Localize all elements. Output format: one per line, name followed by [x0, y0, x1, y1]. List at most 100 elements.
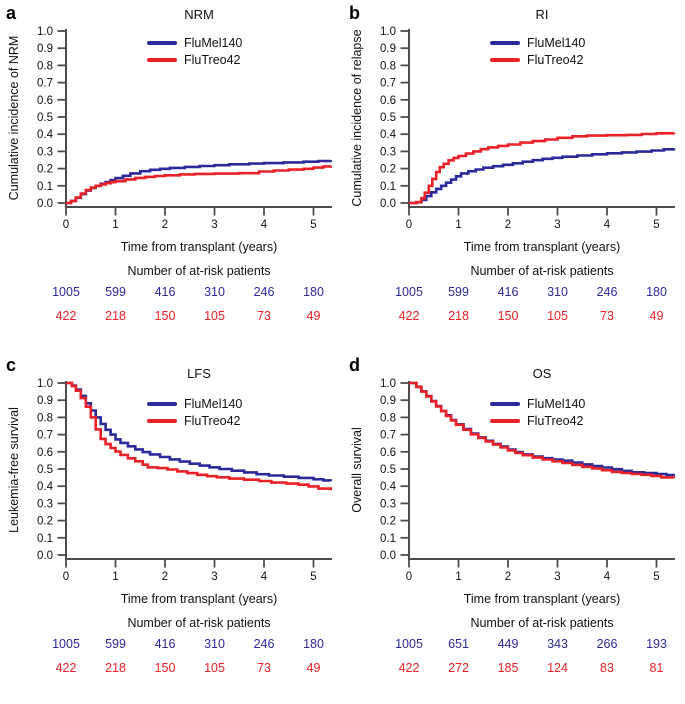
x-tick-label: 2	[162, 219, 168, 231]
at-risk-count: 266	[596, 637, 618, 651]
at-risk-row-flumel140: 1005 651 449 343 266 193	[343, 637, 685, 653]
survival-curve-flutreo42	[66, 165, 333, 205]
at-risk-count: 180	[303, 285, 324, 299]
legend-line-icon	[147, 401, 177, 406]
at-risk-count: 272	[448, 661, 469, 675]
panel-b: b RI Cumulative incidence of relapse 0.0 0.1…	[343, 0, 685, 352]
panel-a: a NRM Cumulative incidence of NRM 0.0 0.1 0.2…	[0, 0, 342, 352]
at-risk-count: 416	[154, 637, 176, 651]
y-tick-label: 0.4	[380, 129, 397, 141]
at-risk-count: 246	[253, 285, 275, 299]
survival-curve-flumel140	[66, 159, 333, 205]
legend-label: FluTreo42	[527, 52, 584, 67]
y-tick-label: 0.5	[37, 464, 53, 476]
at-risk-count: 599	[105, 637, 126, 651]
at-risk-count: 310	[547, 285, 568, 299]
y-tick-label: 0.7	[380, 78, 396, 90]
at-risk-row-flumel140: 1005 599 416 310 246 180	[0, 637, 342, 653]
y-tick-label: 0.0	[380, 550, 396, 562]
at-risk-count: 49	[649, 309, 664, 323]
x-tick-label: 0	[63, 571, 69, 583]
panel-letter-d: d	[349, 355, 360, 375]
at-risk-header: Number of at-risk patients	[470, 616, 614, 630]
y-tick-label: 1.0	[37, 26, 53, 38]
legend-line-icon	[490, 418, 520, 423]
at-risk-count: 150	[497, 309, 519, 323]
at-risk-count: 73	[257, 661, 271, 675]
x-tick-label: 5	[310, 571, 316, 583]
at-risk-count: 449	[497, 637, 519, 651]
at-risk-count: 422	[55, 309, 77, 323]
plot-area-c: 0.0 0.1 0.2 0.3 0.4 0.5 0.6 0.7 0.8 0.9 1.0 0 1 2 3 4 5	[37, 378, 333, 583]
at-risk-count: 150	[154, 661, 176, 675]
legend-line-icon	[490, 57, 520, 62]
legend-entry-flumel140: FluMel140	[147, 34, 242, 51]
survival-curve-flumel140	[66, 381, 333, 482]
y-tick-label: 0.4	[380, 481, 397, 493]
y-tick-label: 0.1	[37, 181, 53, 193]
at-risk-count: 73	[257, 309, 271, 323]
x-tick-label: 3	[554, 219, 560, 231]
legend-entry-flutreo42: FluTreo42	[490, 51, 585, 68]
at-risk-count: 416	[154, 285, 176, 299]
at-risk-count: 1005	[395, 637, 423, 651]
at-risk-count: 416	[497, 285, 519, 299]
y-tick-label: 0.8	[37, 60, 53, 72]
legend-label: FluMel140	[527, 396, 586, 411]
plot-area-d: 0.0 0.1 0.2 0.3 0.4 0.5 0.6 0.7 0.8 0.9 1.0 0 1 2 3 4 5	[380, 378, 676, 583]
x-tick-label: 2	[162, 571, 168, 583]
panel-letter-b: b	[349, 3, 360, 23]
legend: FluMel140 FluTreo42	[147, 395, 242, 429]
x-tick-label: 0	[406, 571, 412, 583]
at-risk-count: 81	[649, 661, 664, 675]
at-risk-count: 422	[398, 661, 420, 675]
y-tick-label: 0.6	[380, 95, 396, 107]
at-risk-count: 422	[55, 661, 77, 675]
legend-entry-flumel140: FluMel140	[490, 34, 585, 51]
plot-area-a: 0.0 0.1 0.2 0.3 0.4 0.5 0.6 0.7 0.8 0.9 1.0 0 1 2 3 4 5	[37, 26, 333, 231]
at-risk-row-flutreo42: 422 218 150 105 73 49	[0, 309, 342, 325]
y-tick-label: 0.1	[380, 181, 396, 193]
y-tick-label: 0.0	[37, 198, 53, 210]
x-tick-label: 4	[261, 571, 268, 583]
at-risk-count: 124	[547, 661, 568, 675]
y-tick-label: 0.6	[380, 447, 396, 459]
y-tick-label: 0.8	[37, 412, 53, 424]
survival-curve-flutreo42	[409, 132, 676, 205]
y-tick-label: 0.2	[37, 516, 53, 528]
legend-line-icon	[490, 401, 520, 406]
at-risk-count: 150	[154, 309, 176, 323]
panel-c: c LFS Leukemia-free survival 0.0 0.1 0.2 0.3 0.…	[0, 352, 342, 704]
survival-curve-flutreo42	[66, 381, 333, 491]
at-risk-row-flumel140: 1005 599 416 310 246 180	[0, 285, 342, 301]
legend-label: FluTreo42	[184, 413, 241, 428]
at-risk-count: 105	[204, 309, 225, 323]
at-risk-count: 49	[306, 661, 321, 675]
legend-label: FluMel140	[184, 35, 243, 50]
legend-label: FluTreo42	[527, 413, 584, 428]
legend: FluMel140 FluTreo42	[490, 395, 585, 429]
panel-letter-c: c	[6, 355, 17, 375]
legend-label: FluTreo42	[184, 52, 241, 67]
x-tick-label: 5	[653, 571, 659, 583]
at-risk-count: 1005	[52, 285, 80, 299]
x-tick-label: 1	[455, 571, 461, 583]
y-tick-label: 0.5	[380, 112, 396, 124]
at-risk-count: 246	[596, 285, 618, 299]
legend-label: FluMel140	[527, 35, 586, 50]
legend-line-icon	[147, 40, 177, 45]
y-tick-label: 0.6	[37, 95, 53, 107]
at-risk-count: 218	[105, 661, 126, 675]
at-risk-count: 193	[646, 637, 667, 651]
y-tick-label: 0.7	[37, 430, 53, 442]
at-risk-header: Number of at-risk patients	[470, 264, 614, 278]
y-tick-label: 0.5	[380, 464, 396, 476]
x-tick-label: 4	[604, 571, 611, 583]
legend-line-icon	[147, 57, 177, 62]
panel-d: d OS Overall survival 0.0 0.1 0.2 0.3 0.4 0.5 0.6…	[343, 352, 685, 704]
at-risk-count: 180	[646, 285, 667, 299]
legend-entry-flumel140: FluMel140	[490, 395, 585, 412]
y-tick-label: 0.2	[37, 164, 53, 176]
at-risk-count: 180	[303, 637, 324, 651]
legend-line-icon	[147, 418, 177, 423]
